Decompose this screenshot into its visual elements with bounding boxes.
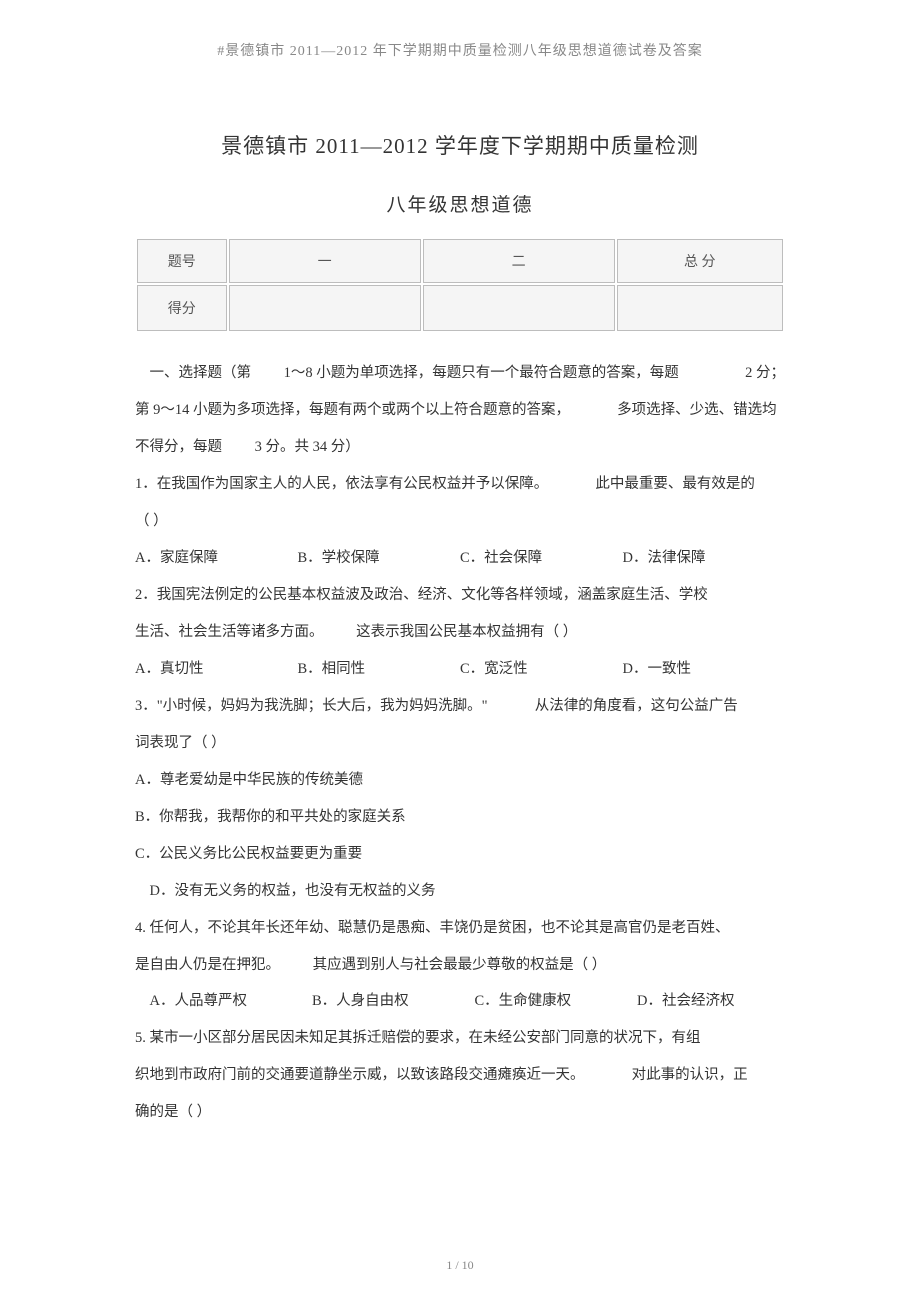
- q1-stem: 1．在我国作为国家主人的人民，依法享有公民权益并予以保障。 此中最重要、最有效是…: [135, 466, 785, 503]
- q3-stem: 词表现了（ ）: [135, 725, 785, 762]
- q-text: 3．"小时候，妈妈为我洗脚；长大后，我为妈妈洗脚。": [135, 698, 488, 714]
- q5-stem: 织地到市政府门前的交通要道静坐示威，以致该路段交通瘫痪近一天。 对此事的认识，正: [135, 1057, 785, 1094]
- instr-seg: 一、选择题（第: [150, 365, 252, 381]
- q-option: D．没有无义务的权益，也没有无权益的义务: [135, 873, 785, 910]
- th-part2: 二: [423, 239, 615, 283]
- q-option: C．社会保障: [460, 540, 623, 577]
- title-main: 景德镇市 2011—2012 学年度下学期期中质量检测: [135, 130, 785, 160]
- td-blank: [617, 285, 783, 331]
- q-option: C．公民义务比公民权益要更为重要: [135, 836, 785, 873]
- q2-stem: 2．我国宪法例定的公民基本权益波及政治、经济、文化等各样领域，涵盖家庭生活、学校: [135, 577, 785, 614]
- instructions: 第 9～14 小题为多项选择，每题有两个或两个以上符合题意的答案， 多项选择、少…: [135, 392, 785, 429]
- q1-options: A．家庭保障 B．学校保障 C．社会保障 D．法律保障: [135, 540, 785, 577]
- q-text: 从法律的角度看，这句公益广告: [535, 698, 738, 714]
- instructions: 一、选择题（第 1～8 小题为单项选择，每题只有一个最符合题意的答案，每题 2 …: [135, 355, 785, 392]
- q-text: 是自由人仍是在押犯。: [135, 957, 280, 973]
- title-sub: 八年级思想道德: [135, 190, 785, 217]
- th-number: 题号: [137, 239, 227, 283]
- td-score-label: 得分: [137, 285, 227, 331]
- q1-paren: （ ）: [135, 503, 785, 540]
- q3-stem: 3．"小时候，妈妈为我洗脚；长大后，我为妈妈洗脚。" 从法律的角度看，这句公益广…: [135, 688, 785, 725]
- q-text: 此中最重要、最有效是的: [595, 476, 755, 492]
- th-part1: 一: [229, 239, 421, 283]
- instr-seg: 3 分。共 34 分）: [255, 439, 360, 455]
- q-text: 1．在我国作为国家主人的人民，依法享有公民权益并予以保障。: [135, 476, 548, 492]
- q-option: D．法律保障: [623, 540, 786, 577]
- q-text: 这表示我国公民基本权益拥有（ ）: [356, 624, 577, 640]
- q2-options: A．真切性 B．相同性 C．宽泛性 D．一致性: [135, 651, 785, 688]
- instr-seg: 2 分；: [731, 355, 785, 392]
- th-total: 总 分: [617, 239, 783, 283]
- instr-seg: 1～8 小题为单项选择，每题只有一个最符合题意的答案，每题: [284, 365, 679, 381]
- q-option: B．你帮我，我帮你的和平共处的家庭关系: [135, 799, 785, 836]
- q-option: D．社会经济权: [623, 983, 786, 1020]
- score-table: 题号 一 二 总 分 得分: [135, 237, 785, 333]
- page-number: 1 / 10: [0, 1258, 920, 1273]
- q-option: D．一致性: [623, 651, 786, 688]
- q-option: A．真切性: [135, 651, 298, 688]
- q-option: A．家庭保障: [135, 540, 298, 577]
- q-text: 织地到市政府门前的交通要道静坐示威，以致该路段交通瘫痪近一天。: [135, 1067, 585, 1083]
- q2-stem: 生活、社会生活等诸多方面。 这表示我国公民基本权益拥有（ ）: [135, 614, 785, 651]
- q-option: C．宽泛性: [460, 651, 623, 688]
- table-row: 题号 一 二 总 分: [137, 239, 783, 283]
- q4-options: A．人品尊严权 B．人身自由权 C．生命健康权 D．社会经济权: [135, 983, 785, 1020]
- q4-stem: 是自由人仍是在押犯。 其应遇到别人与社会最最少尊敬的权益是（ ）: [135, 947, 785, 984]
- q-text: 其应遇到别人与社会最最少尊敬的权益是（ ）: [313, 957, 607, 973]
- instr-seg: 多项选择、少选、错选均: [617, 402, 777, 418]
- table-row: 得分: [137, 285, 783, 331]
- q5-stem: 确的是（ ）: [135, 1094, 785, 1131]
- q-option: B．人身自由权: [298, 983, 461, 1020]
- q-option: A．尊老爱幼是中华民族的传统美德: [135, 762, 785, 799]
- q-text: 生活、社会生活等诸多方面。: [135, 624, 324, 640]
- q-option: B．相同性: [298, 651, 461, 688]
- q-option: B．学校保障: [298, 540, 461, 577]
- instructions: 不得分，每题 3 分。共 34 分）: [135, 429, 785, 466]
- td-blank: [423, 285, 615, 331]
- q-option: C．生命健康权: [460, 983, 623, 1020]
- q4-stem: 4. 任何人，不论其年长还年幼、聪慧仍是愚痴、丰饶仍是贫困，也不论其是高官仍是老…: [135, 910, 785, 947]
- q5-stem: 5. 某市一小区部分居民因未知足其拆迁赔偿的要求，在未经公安部门同意的状况下，有…: [135, 1020, 785, 1057]
- q-text: 对此事的认识，正: [632, 1067, 748, 1083]
- instr-seg: 第 9～14 小题为多项选择，每题有两个或两个以上符合题意的答案，: [135, 402, 570, 418]
- q-option: A．人品尊严权: [135, 983, 298, 1020]
- td-blank: [229, 285, 421, 331]
- header-tag: #景德镇市 2011—2012 年下学期期中质量检测八年级思想道德试卷及答案: [135, 40, 785, 60]
- instr-seg: 不得分，每题: [135, 439, 222, 455]
